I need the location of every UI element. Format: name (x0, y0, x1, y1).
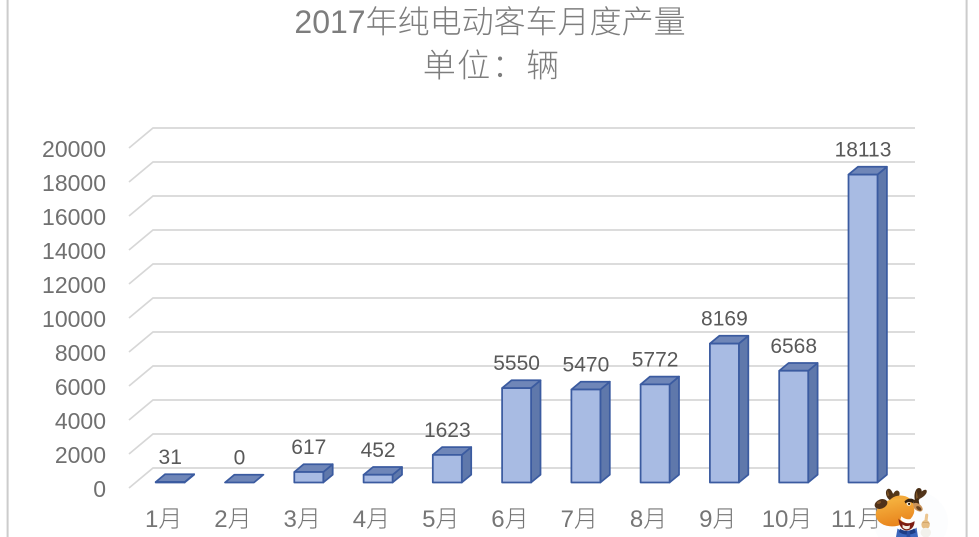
svg-text:617: 617 (291, 436, 326, 459)
svg-text:31: 31 (159, 446, 182, 469)
svg-text:4000: 4000 (55, 408, 106, 434)
svg-text:7: 7 (561, 506, 574, 533)
svg-text:8169: 8169 (701, 308, 748, 331)
svg-text:5550: 5550 (493, 352, 540, 375)
svg-text:18000: 18000 (42, 170, 106, 196)
svg-text:11: 11 (831, 506, 856, 533)
svg-text:5470: 5470 (563, 354, 610, 377)
svg-text:5772: 5772 (632, 348, 679, 371)
svg-text:8: 8 (630, 506, 643, 533)
svg-text:0: 0 (93, 476, 106, 502)
svg-text:20000: 20000 (42, 136, 106, 162)
svg-text:6: 6 (491, 506, 504, 533)
svg-text:3: 3 (284, 506, 297, 533)
svg-text:5: 5 (422, 506, 435, 533)
svg-text:8000: 8000 (55, 340, 106, 366)
svg-text:4: 4 (353, 506, 366, 533)
svg-text:1623: 1623 (424, 419, 471, 442)
svg-text:2000: 2000 (55, 442, 106, 468)
svg-text:18113: 18113 (835, 139, 892, 162)
svg-text:452: 452 (361, 439, 396, 462)
svg-text:9: 9 (699, 506, 712, 533)
svg-text:1: 1 (145, 506, 158, 533)
svg-text:10: 10 (762, 506, 789, 533)
svg-text:16000: 16000 (42, 204, 106, 230)
svg-text:12000: 12000 (42, 272, 106, 298)
svg-text:0: 0 (234, 447, 246, 470)
svg-text:14000: 14000 (42, 238, 106, 264)
svg-text:6000: 6000 (55, 374, 106, 400)
svg-text:6568: 6568 (770, 335, 817, 358)
svg-text:10000: 10000 (42, 306, 106, 332)
svg-text:2017: 2017 (294, 4, 365, 40)
svg-text:2: 2 (214, 506, 227, 533)
